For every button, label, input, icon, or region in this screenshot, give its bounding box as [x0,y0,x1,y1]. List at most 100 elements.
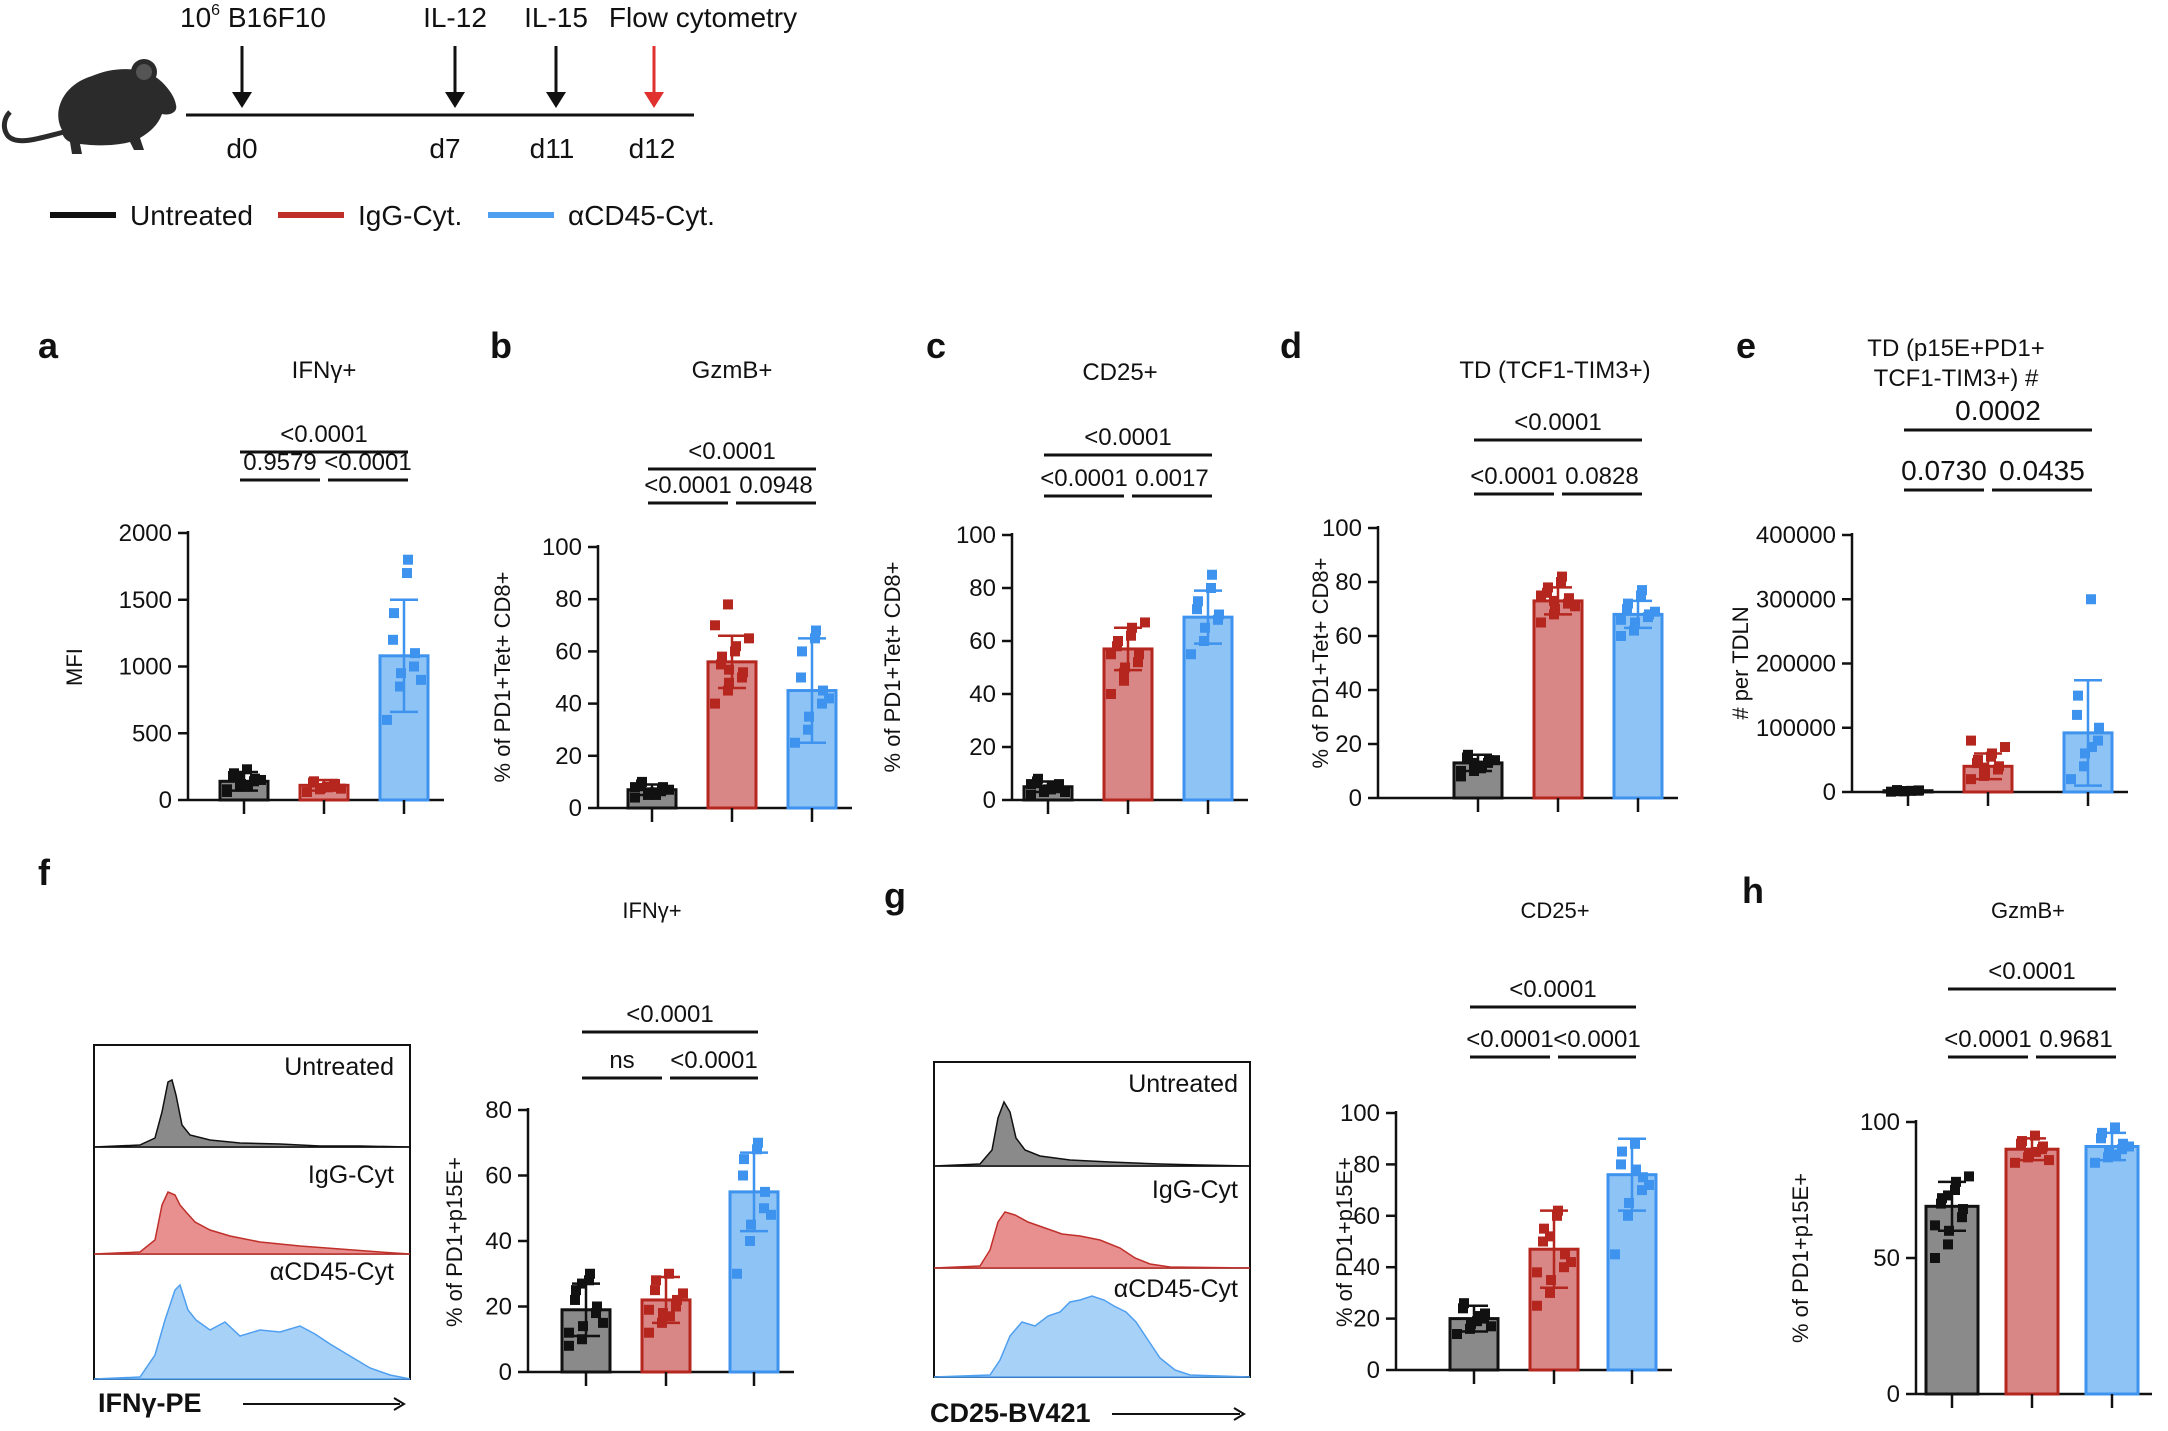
chart-c-point-igg [1106,649,1116,660]
timeline-event-2: IL-12 d7 [423,2,487,164]
chart-d-point-igg [1549,609,1559,620]
chart-e-point-acd45 [2080,748,2090,759]
chart-c: CD25+ % of PD1+Tet+ CD8+ 0 20 40 60 80 100 <0.00… [880,359,1248,814]
svg-text:106 B16F10: 106 B16F10 [180,2,326,33]
chart-d-point-acd45 [1616,631,1626,641]
chart-g-point-igg [1560,1249,1570,1260]
chart-b-pvalue-right: 0.0948 [739,472,812,499]
chart-f-ytick-label: 20 [485,1294,512,1321]
chart-g-point-acd45 [1637,1185,1647,1196]
chart-h: GzmB+ % of PD1+p15E+ 0 50 100 <0.0001 <0.0001 0… [1788,898,2152,1408]
chart-c-point-acd45 [1207,569,1217,580]
chart-c-ytick-label: 20 [969,734,996,761]
chart-b-ylabel: % of PD1+Tet+ CD8+ [490,572,515,783]
chart-e-point-acd45 [2086,594,2096,605]
chart-d-point-untreated [1456,766,1466,776]
chart-f: IFNγ+ % of PD1+p15E+ 0 20 40 60 80 <0.0001 ns <0.… [442,898,794,1386]
chart-h-pvalue-all: <0.0001 [1988,958,2075,985]
legend: Untreated IgG-Cyt. αCD45-Cyt. [50,200,715,231]
timeline-day-2: d7 [429,133,460,164]
chart-h-point-igg [2044,1155,2054,1166]
chart-b-point-igg [737,672,747,683]
chart-b-point-acd45 [796,672,806,683]
chart-d-point-untreated [1469,766,1479,776]
chart-c-pvalue-right: 0.0017 [1135,465,1208,492]
chart-a-point-acd45 [410,648,420,659]
mouse-icon [1,59,177,154]
chart-d-point-untreated [1456,771,1466,782]
chart-h-point-untreated [1943,1190,1953,1201]
chart-c-point-acd45 [1193,596,1203,607]
chart-b-point-acd45 [810,633,820,644]
chart-c-point-acd45 [1199,636,1209,646]
chart-f-point-untreated [591,1308,601,1319]
chart-e-point-igg [1994,761,2004,772]
chart-d-ytick-label: 40 [1335,677,1362,704]
chart-c-point-igg [1134,649,1144,660]
chart-e-point-igg [1987,748,1997,759]
panel-letter-a: a [38,325,59,366]
chart-a-point-untreated [243,780,253,791]
chart-f-pvalue-left: ns [609,1047,634,1074]
chart-b-point-acd45 [797,646,807,657]
chart-e-point-igg [1966,735,1976,746]
histogram-f-xlabel: IFNγ-PE [98,1388,202,1418]
panel-letter-e: e [1736,325,1756,366]
chart-b-point-igg [723,685,733,696]
chart-e-title: TD (p15E+PD1+ [1867,335,2044,362]
histogram-f-untreated-trace [93,1078,411,1148]
chart-a-point-igg [323,782,333,793]
chart-d-point-igg [1550,604,1560,614]
histogram-f: Untreated IgG-Cyt αCD45-Cyt IFNγ-PE [93,1044,411,1418]
chart-c-point-igg [1140,617,1150,628]
chart-f-point-untreated [571,1285,581,1296]
chart-g-point-igg [1545,1287,1555,1298]
chart-f-point-igg [671,1301,681,1312]
chart-g-point-untreated [1465,1323,1475,1334]
histogram-g-label-acd45: αCD45-Cyt [1114,1275,1238,1303]
chart-h-point-untreated [1950,1185,1960,1195]
chart-b-point-untreated [644,787,654,798]
timeline-label-3: IL-15 [524,2,588,33]
chart-h-point-untreated [1930,1220,1940,1231]
chart-b-point-acd45 [803,724,813,735]
chart-h-point-igg [2017,1136,2027,1147]
chart-f-pvalue-all: <0.0001 [626,1001,713,1028]
chart-g-point-acd45 [1624,1197,1634,1208]
chart-e-point-igg [1979,762,1989,773]
chart-f-title: IFNγ+ [622,898,681,923]
chart-b-point-igg [710,698,720,709]
chart-a-ytick-label: 1500 [119,587,172,614]
chart-d-point-untreated [1469,757,1479,768]
chart-g-point-untreated [1452,1329,1462,1340]
chart-a-point-untreated [235,771,245,782]
chart-h-point-acd45 [2111,1149,2121,1160]
chart-g-ytick-label: 40 [1353,1254,1380,1281]
chart-d-point-acd45 [1623,598,1633,609]
chart-f-point-igg [665,1311,675,1322]
chart-h-point-igg [2024,1149,2034,1160]
chart-g-ytick-label: 80 [1353,1151,1380,1178]
chart-d-point-untreated [1490,755,1500,766]
chart-h-point-igg [2038,1141,2048,1152]
chart-g-ytick-label: 20 [1353,1306,1380,1333]
chart-g-point-untreated [1479,1313,1489,1324]
chart-a-point-untreated [256,774,266,785]
chart-f-point-untreated [577,1334,587,1345]
chart-c-point-untreated [1040,784,1050,795]
chart-b-ytick-label: 20 [555,743,582,770]
histogram-g-xlabel: CD25-BV421 [930,1398,1091,1428]
chart-a-point-acd45 [402,568,412,579]
chart-a-point-acd45 [395,681,405,692]
chart-f-point-untreated [577,1278,587,1289]
chart-a-pvalue-left: 0.9579 [243,449,316,476]
chart-e-point-untreated [1906,785,1916,796]
histogram-f-acd45-trace [93,1283,411,1380]
chart-h-point-acd45 [2117,1144,2127,1155]
chart-g-point-acd45 [1610,1249,1620,1260]
chart-a-point-untreated [229,768,239,779]
chart-d-point-igg [1563,598,1573,609]
chart-h-point-igg [2010,1157,2020,1168]
chart-b-point-acd45 [790,737,800,748]
chart-f-ytick-label: 80 [485,1097,512,1124]
